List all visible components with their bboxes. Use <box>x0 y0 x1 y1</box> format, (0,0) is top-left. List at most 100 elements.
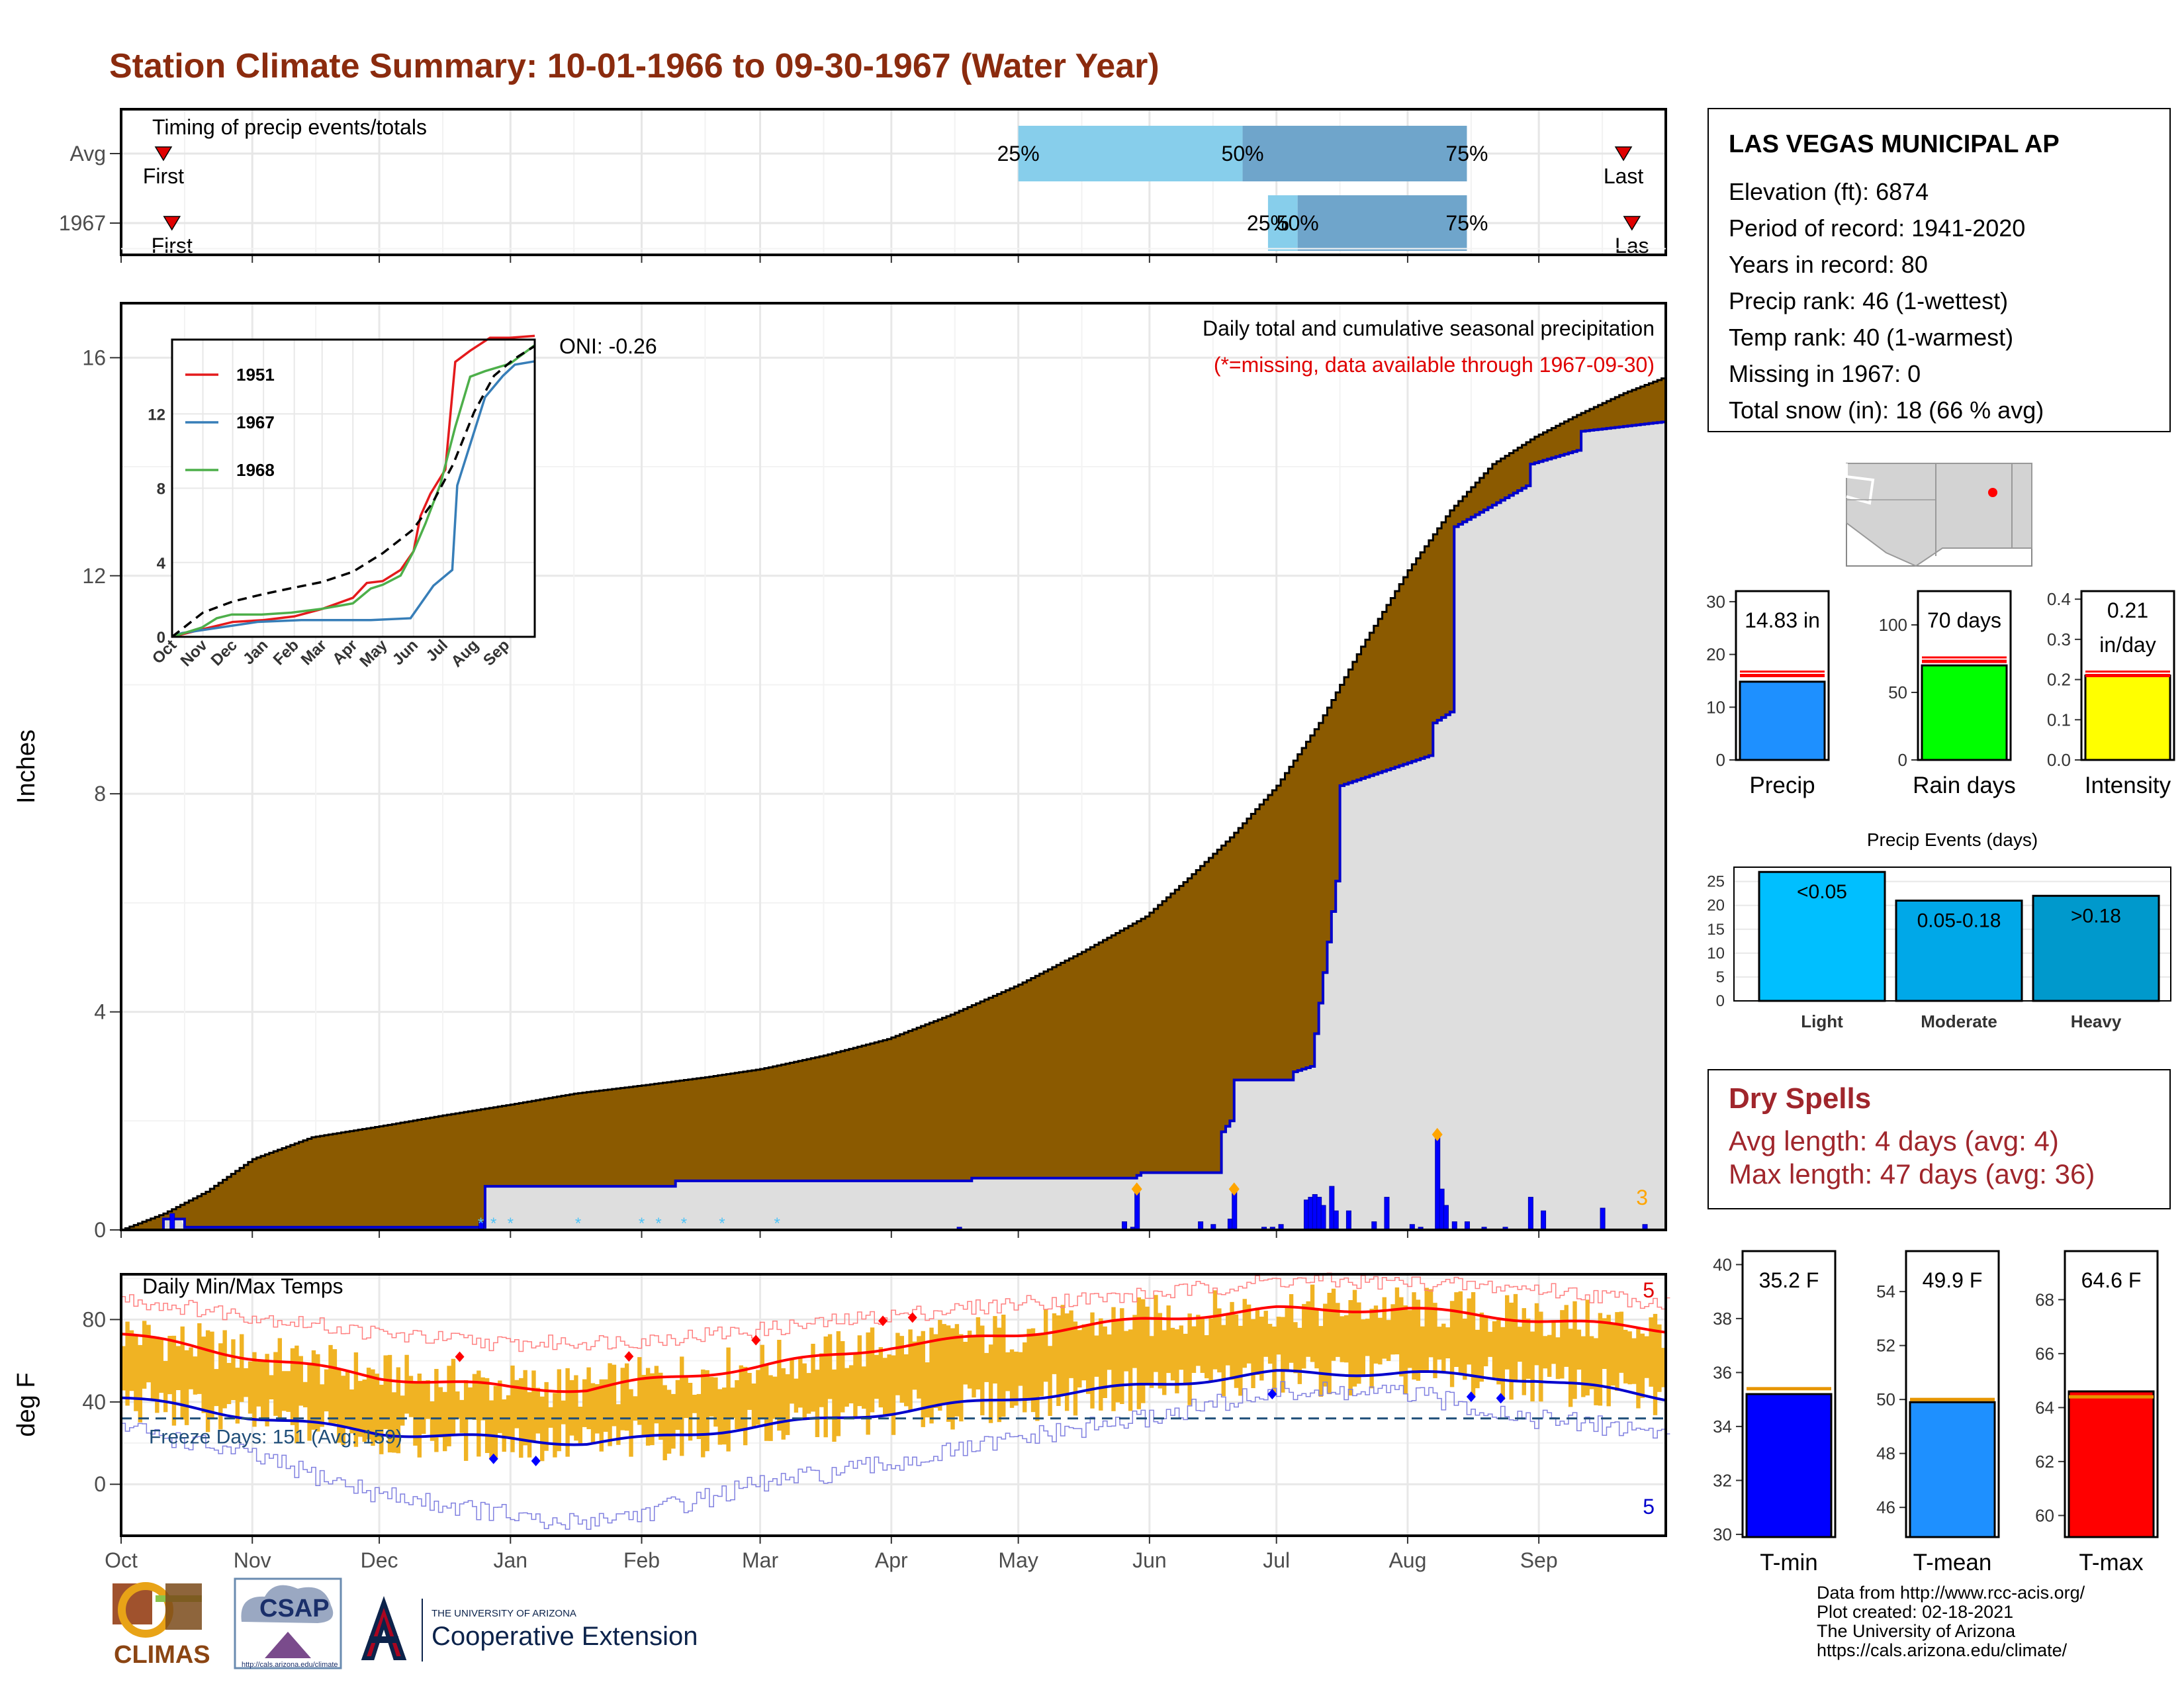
small-chart-y-tick-label: 54 <box>1876 1282 1895 1301</box>
inset-y-tick-label: 12 <box>148 406 165 424</box>
dry-spells-title: Dry Spells <box>1729 1082 1872 1115</box>
inset-plot-border <box>171 338 536 638</box>
main-plot-border <box>120 302 1667 1231</box>
record-low-marker <box>1466 1391 1476 1403</box>
events-y-tick-label: 10 <box>1707 945 1725 962</box>
events-bar-label: >0.18 <box>2071 905 2121 927</box>
small-chart-x-label: Rain days <box>1913 773 2016 798</box>
month-tick-label: Jan <box>493 1548 527 1572</box>
station-info-line: Precip rank: 46 (1-wettest) <box>1729 287 2009 314</box>
first-event-marker <box>154 146 173 162</box>
month-tick-label: May <box>998 1548 1038 1572</box>
daily-precip-bar <box>1333 1210 1339 1231</box>
small-chart-x-label: T-max <box>2079 1550 2144 1575</box>
page-title: Station Climate Summary: 10-01-1966 to 0… <box>109 47 1160 85</box>
small-chart-border <box>1735 590 1830 761</box>
csap-logo-text: CSAP <box>259 1595 330 1622</box>
snow-marker: * <box>490 1215 496 1233</box>
small-chart-y-tick-label: 30 <box>1713 1524 1732 1544</box>
small-chart-y-tick-label: 66 <box>2035 1344 2054 1364</box>
station-info-line: Total snow (in): 18 (66 % avg) <box>1729 397 2044 424</box>
daily-precip-bar <box>1541 1210 1547 1231</box>
snow-marker: * <box>655 1215 661 1233</box>
station-info-line: Years in record: 80 <box>1729 251 1928 278</box>
top-event-marker <box>1432 1127 1443 1141</box>
small-chart-y-tick-label: 40 <box>1713 1254 1732 1274</box>
inset-y-tick-label: 0 <box>157 629 165 647</box>
daily-precip-bar <box>1320 1205 1326 1231</box>
credit-line: https://cals.arizona.edu/climate/ <box>1817 1640 2068 1660</box>
credit-line: Plot created: 02-18-2021 <box>1817 1602 2014 1622</box>
snow-marker: * <box>508 1215 514 1233</box>
small-chart-value-label: 0.21 <box>2107 598 2148 622</box>
small-chart-border <box>1741 1250 1837 1538</box>
record-low-marker <box>1496 1393 1506 1404</box>
timing-label-75: 75% <box>1445 142 1488 165</box>
events-y-tick-label: 5 <box>1716 968 1725 986</box>
climas-logo: CLIMAS <box>113 1582 210 1669</box>
daily-precip-bar <box>169 1213 175 1231</box>
credit-line: The University of Arizona <box>1817 1621 2016 1641</box>
events-bar <box>1758 870 1886 1002</box>
small-chart-y-tick-label: 100 <box>1879 615 1907 635</box>
station-info-box: LAS VEGAS MUNICIPAL AP Elevation (ft): 6… <box>1707 108 2171 432</box>
daily-precip-bar <box>1345 1210 1351 1231</box>
temp-chart-title: Daily Min/Max Temps <box>142 1274 343 1298</box>
daily-precip-bar <box>1600 1207 1606 1231</box>
ua-logo-top: THE UNIVERSITY OF ARIZONA <box>432 1608 576 1619</box>
small-chart-y-tick-label: 20 <box>1706 645 1725 665</box>
small-chart-y-tick-label: 38 <box>1713 1309 1732 1329</box>
small-chart-value-bar <box>1739 680 1826 761</box>
month-tick-label: Nov <box>234 1548 271 1572</box>
record-low-marker <box>531 1455 541 1466</box>
timing-label-50: 50% <box>1277 211 1319 235</box>
average-tmax-line <box>120 1305 1666 1393</box>
small-chart-x-label: T-mean <box>1913 1550 1992 1575</box>
station-info-line: Period of record: 1941-2020 <box>1729 214 2026 242</box>
main-y-tick-label: 0 <box>94 1218 106 1242</box>
first-event-marker <box>163 216 181 231</box>
timing-label-75: 75% <box>1445 211 1488 235</box>
t-min-chart: 30 32 34 36 38 40 35.2 F T-min <box>1713 1250 1837 1575</box>
timing-label-50: 50% <box>1222 142 1264 165</box>
small-chart-y-tick-label: 48 <box>1876 1444 1895 1464</box>
small-chart-value-label: in/day <box>2099 633 2156 657</box>
station-location-dot <box>1988 488 1997 497</box>
dry-spells-avg: Avg length: 4 days (avg: 4) <box>1729 1125 2059 1156</box>
record-high-marker <box>878 1315 888 1327</box>
record-low-line <box>121 1381 1670 1530</box>
small-chart-border <box>2080 590 2175 761</box>
small-chart-value-bar <box>1909 1401 1996 1538</box>
small-chart-y-tick-label: 32 <box>1713 1470 1732 1490</box>
small-chart-y-tick-label: 0 <box>1716 750 1725 770</box>
station-name: LAS VEGAS MUNICIPAL AP <box>1729 130 2060 158</box>
t-max-chart: 60 62 64 66 68 64.6 F T-max <box>2035 1250 2159 1575</box>
month-tick-label: Feb <box>623 1548 660 1572</box>
map-land <box>1846 463 2032 567</box>
record-low-marker <box>1267 1388 1277 1399</box>
small-chart-x-label: T-min <box>1760 1550 1818 1575</box>
oni-label: ONI: -0.26 <box>559 334 657 358</box>
events-y-tick-label: 15 <box>1707 921 1725 939</box>
timing-row-label: 1967 <box>59 211 106 235</box>
main-annotation-title: Daily total and cumulative seasonal prec… <box>1203 316 1655 340</box>
snow-marker: * <box>681 1215 687 1233</box>
small-chart-y-tick-label: 64 <box>2035 1397 2054 1417</box>
location-map <box>1845 463 2032 567</box>
rain-days-chart: 0 50 100 70 days Rain days <box>1879 590 2016 798</box>
record-low-count: 5 <box>1643 1495 1655 1519</box>
events-x-tick-label: Moderate <box>1921 1011 1997 1031</box>
precip-events-chart: 0 5 10 15 20 25 Precip Events (days) <0.05 Light… <box>1707 829 2171 1031</box>
record-high-count: 5 <box>1643 1278 1655 1302</box>
small-chart-y-tick-label: 68 <box>2035 1289 2054 1309</box>
events-x-tick-label: Light <box>1801 1011 1843 1031</box>
station-info-line: Elevation (ft): 6874 <box>1729 178 1929 205</box>
small-chart-value-bar <box>1921 664 2008 761</box>
ua-logo-main: Cooperative Extension <box>432 1622 698 1651</box>
small-chart-border <box>1905 1250 2000 1538</box>
small-chart-x-label: Intensity <box>2085 773 2171 798</box>
cumulative-1967-area <box>121 421 1666 1231</box>
inset-series-line <box>171 334 535 638</box>
small-chart-y-tick-label: 52 <box>1876 1336 1895 1356</box>
main-y-tick-label: 8 <box>94 782 106 806</box>
